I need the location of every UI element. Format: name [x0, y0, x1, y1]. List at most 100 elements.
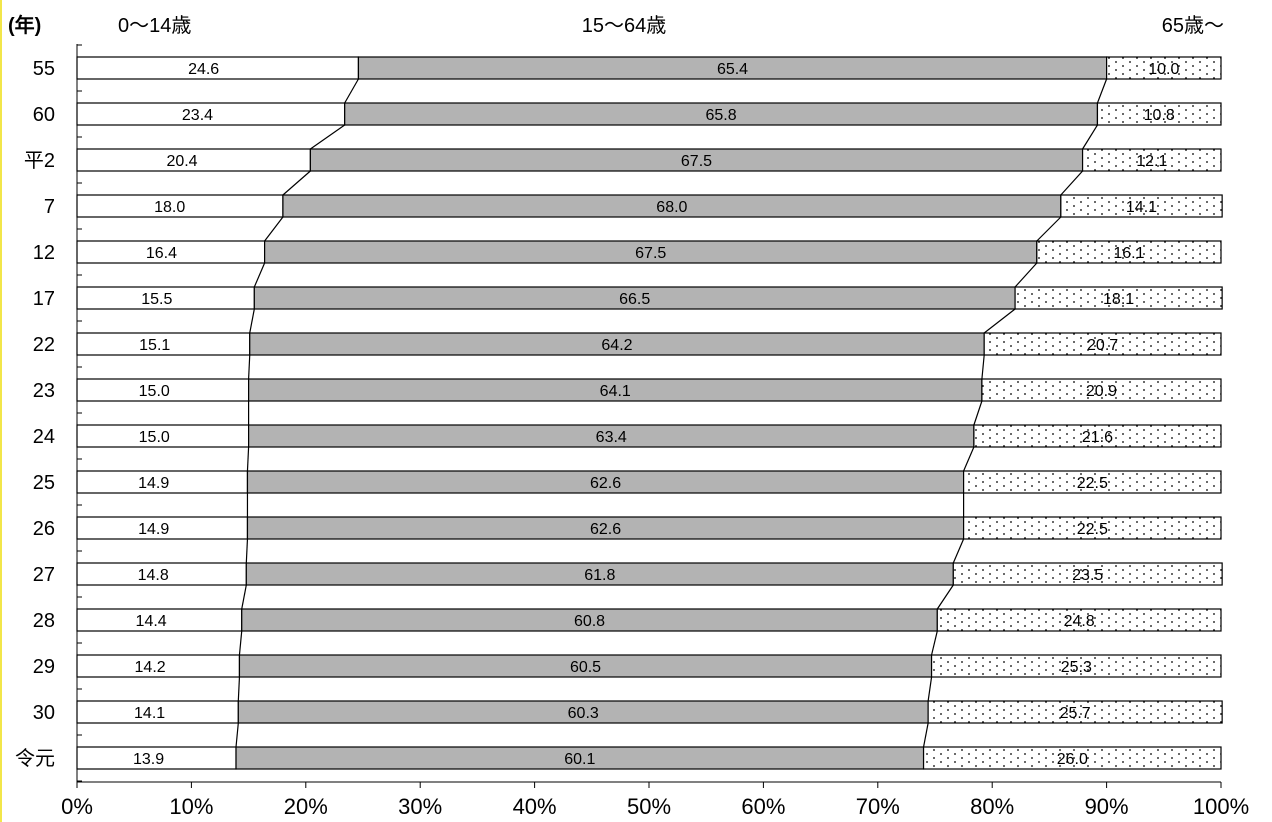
- data-label: 25.3: [1061, 659, 1092, 676]
- connector-line: [246, 446, 250, 472]
- category-label: 27: [33, 564, 55, 586]
- bar-segment: [973, 424, 1222, 448]
- category-label: 24: [33, 426, 55, 448]
- x-tick-label: 70%: [856, 794, 900, 819]
- data-label: 14.8: [138, 567, 169, 584]
- connector-line: [981, 354, 985, 380]
- x-tick-label: 40%: [513, 794, 557, 819]
- connector-line: [238, 630, 243, 656]
- connector-line: [1060, 170, 1084, 196]
- connector-line: [241, 584, 247, 610]
- data-label: 14.9: [138, 521, 169, 538]
- data-label: 14.2: [135, 659, 166, 676]
- connector-line: [282, 170, 311, 196]
- connector-line: [1014, 262, 1038, 288]
- data-label: 23.5: [1072, 567, 1103, 584]
- data-label: 21.6: [1082, 429, 1113, 446]
- connector-line: [245, 538, 249, 564]
- data-label: 20.4: [166, 153, 197, 170]
- data-label: 15.0: [139, 429, 170, 446]
- data-label: 68.0: [656, 199, 687, 216]
- data-label: 15.1: [139, 337, 170, 354]
- data-label: 20.9: [1086, 383, 1117, 400]
- series-header-0: 0～14歳: [118, 14, 191, 37]
- bar-segment: [962, 516, 1222, 540]
- connector-line: [952, 538, 965, 564]
- connector-line: [248, 354, 251, 380]
- data-label: 16.4: [146, 245, 177, 262]
- connector-line: [930, 630, 938, 656]
- data-label: 10.8: [1144, 107, 1175, 124]
- data-label: 67.5: [635, 245, 666, 262]
- data-label: 18.1: [1103, 291, 1134, 308]
- data-label: 62.6: [590, 521, 621, 538]
- connector-line: [922, 722, 929, 748]
- data-label: 65.4: [717, 61, 748, 78]
- bar-segment: [927, 700, 1223, 724]
- data-label: 12.1: [1136, 153, 1167, 170]
- data-label: 61.8: [584, 567, 615, 584]
- category-label: 22: [33, 334, 55, 356]
- data-label: 67.5: [681, 153, 712, 170]
- category-label: 55: [33, 58, 55, 80]
- bar-segment: [1081, 148, 1222, 172]
- data-label: 64.2: [601, 337, 632, 354]
- connector-line: [249, 308, 255, 334]
- category-label: 12: [33, 242, 55, 264]
- data-label: 63.4: [596, 429, 627, 446]
- data-label: 23.4: [182, 107, 213, 124]
- category-label: 17: [33, 288, 55, 310]
- connector-line: [983, 308, 1016, 334]
- x-tick-label: 50%: [627, 794, 671, 819]
- data-label: 14.9: [138, 475, 169, 492]
- data-label: 26.0: [1057, 751, 1088, 768]
- connector-line: [927, 676, 933, 702]
- data-label: 14.4: [136, 613, 167, 630]
- bar-segment: [1096, 102, 1222, 126]
- data-label: 25.7: [1060, 705, 1091, 722]
- data-label: 62.6: [590, 475, 621, 492]
- connector-line: [253, 262, 266, 288]
- bar-segment: [962, 470, 1222, 494]
- category-label: 25: [33, 472, 55, 494]
- connector-line: [237, 676, 241, 702]
- data-label: 18.0: [154, 199, 185, 216]
- category-label: 30: [33, 702, 55, 724]
- bar-segment: [922, 746, 1222, 770]
- unit-label: (年): [8, 13, 41, 37]
- connector-line: [963, 446, 975, 472]
- x-tick-label: 20%: [284, 794, 328, 819]
- data-label: 66.5: [619, 291, 650, 308]
- data-label: 14.1: [1126, 199, 1157, 216]
- connector-line: [264, 216, 284, 242]
- category-label: 26: [33, 518, 55, 540]
- data-label: 22.5: [1077, 521, 1108, 538]
- connector-line: [310, 124, 346, 150]
- data-label: 20.7: [1087, 337, 1118, 354]
- bar-segment: [1060, 194, 1223, 218]
- data-label: 65.8: [706, 107, 737, 124]
- bar-segment: [1036, 240, 1222, 264]
- data-label: 60.3: [568, 705, 599, 722]
- bar-segment: [1105, 56, 1222, 80]
- series-header-2: 65歳～: [1162, 14, 1224, 37]
- data-label: 60.8: [574, 613, 605, 630]
- category-label: 60: [33, 104, 55, 126]
- bar-segment: [981, 378, 1222, 402]
- connector-line: [235, 722, 239, 748]
- connector-line: [344, 78, 359, 104]
- data-label: 22.5: [1077, 475, 1108, 492]
- connector-line: [936, 584, 954, 610]
- x-tick-label: 100%: [1193, 794, 1249, 819]
- series-header-1: 15～64歳: [582, 14, 667, 37]
- bar-segment: [930, 654, 1222, 678]
- data-label: 15.0: [139, 383, 170, 400]
- bar-segment: [983, 332, 1222, 356]
- bar-segment: [936, 608, 1222, 632]
- category-label: 23: [33, 380, 55, 402]
- category-label: 7: [44, 196, 55, 218]
- category-label: 令元: [15, 747, 55, 770]
- connector-line: [973, 400, 983, 426]
- x-tick-label: 0%: [61, 794, 93, 819]
